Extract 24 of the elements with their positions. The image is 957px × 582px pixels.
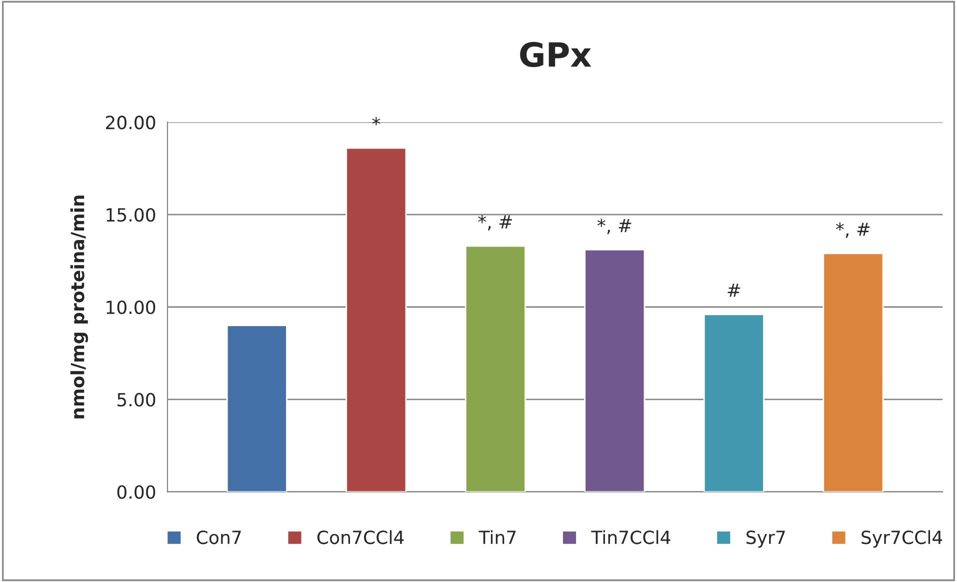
data-label: *, # <box>597 218 632 234</box>
legend-label: Tin7CCl4 <box>591 530 670 544</box>
data-label: *, # <box>478 214 512 230</box>
data-label: # <box>728 284 740 297</box>
bar <box>584 249 646 492</box>
bar <box>346 147 407 492</box>
y-tick-label: 15.00 <box>106 208 156 222</box>
y-axis-title: nmol/mg proteina/min <box>70 196 88 418</box>
bar <box>822 252 884 492</box>
bar <box>703 314 764 492</box>
legend-label: Syr7CCl4 <box>862 530 942 548</box>
y-tick-label: 20.00 <box>106 116 156 130</box>
bar <box>464 245 526 492</box>
legend-label: Con7CCl4 <box>317 530 404 544</box>
chart-title: GPx <box>520 42 592 68</box>
legend-label: Syr7 <box>746 530 785 548</box>
data-label: * <box>372 117 380 126</box>
legend-label: Tin7 <box>478 530 516 544</box>
legend-label: Con7 <box>196 530 241 544</box>
y-tick-label: 10.00 <box>106 300 156 314</box>
bar <box>226 324 288 492</box>
y-tick-label: 5.00 <box>118 392 156 407</box>
data-label: *, # <box>836 222 870 238</box>
y-tick-label: 0.00 <box>117 485 156 499</box>
